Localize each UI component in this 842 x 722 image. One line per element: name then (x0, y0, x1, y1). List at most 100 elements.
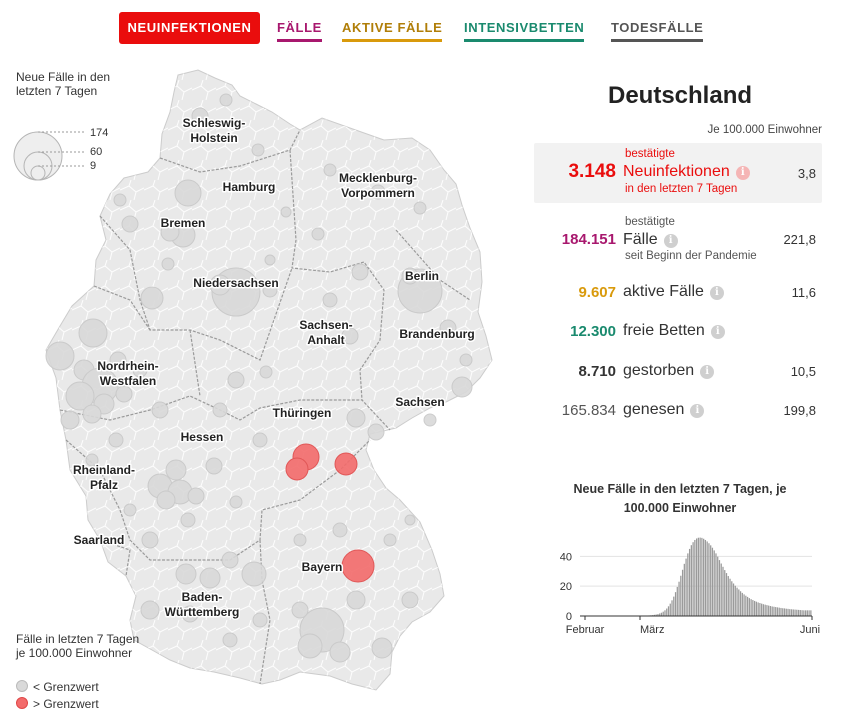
chart-bar (797, 609, 800, 616)
chart-bar (685, 558, 687, 616)
germany-map[interactable]: Schleswig-Holstein Mecklenburg-Vorpommer… (0, 0, 530, 722)
chart-bar (810, 610, 812, 616)
info-icon[interactable]: i (663, 234, 678, 248)
tab-todesfaelle[interactable]: TODESFÄLLE (611, 12, 704, 44)
state-label-brandenburg: Brandenburg (399, 327, 474, 341)
chart-y-tick-label: 0 (566, 611, 572, 623)
tab-neuinfektionen[interactable]: NEUINFEKTIONEN (119, 12, 260, 44)
chart-bar (748, 598, 750, 616)
stat-label-wrap: genesen i (623, 401, 705, 419)
chart-bar (678, 581, 680, 616)
chart-bar (804, 610, 807, 616)
state-borders (59, 129, 471, 685)
stat-rate: 221,8 (783, 232, 816, 247)
color-legend-title: Fälle in letzten 7 Tagen je 100.000 Einw… (16, 632, 140, 660)
chart-bar (799, 610, 801, 616)
chart-bar (745, 595, 747, 616)
chart-bar (667, 606, 670, 616)
state-label-niedersachsen: Niedersachsen (193, 276, 278, 290)
tab-label: NEUINFEKTIONEN (127, 20, 252, 35)
per-100k-note: Je 100.000 Einwohner (707, 124, 822, 136)
state-label-mecklenburg: Mecklenburg- (339, 171, 417, 185)
chart-bar (778, 607, 780, 616)
chart-bar (653, 614, 656, 616)
stat-label: aktive Fälle (623, 283, 704, 300)
chart-bar (761, 603, 763, 616)
info-icon[interactable]: i (710, 325, 725, 339)
chart-bar (674, 592, 677, 616)
info-icon[interactable]: i (690, 404, 705, 418)
chart-bar (746, 596, 749, 616)
chart-bar (755, 601, 758, 616)
chart-bar (690, 545, 692, 616)
state-label-thueringen: Thüringen (273, 406, 332, 420)
chart-bar (734, 585, 736, 616)
stat-neuinfektionen[interactable]: 3.148 bestätigte Neuinfektionen i in den … (534, 143, 822, 203)
stat-value: 184.151 (561, 231, 616, 248)
chart-bar (711, 547, 714, 616)
stat-value: 9.607 (578, 284, 616, 301)
state-label-bremen: Bremen (161, 216, 206, 230)
info-icon[interactable]: i (709, 286, 724, 300)
svg-text:Rheinland-Pfalz: Rheinland-Pfalz (73, 463, 135, 492)
state-label-berlin: Berlin (405, 269, 439, 283)
size-legend: 174 60 9 (13, 127, 108, 181)
chart-bar (785, 608, 787, 616)
chart-y-ticks: 0 20 40 (560, 551, 572, 623)
chart-bar (683, 563, 685, 616)
size-legend-value-small: 9 (90, 160, 96, 172)
chart-bar (699, 537, 701, 616)
state-label-bayern: Bayern (302, 560, 343, 574)
chart-bar (657, 614, 659, 616)
chart-bar (757, 602, 759, 616)
chart-bar (803, 610, 805, 616)
metric-tabs: NEUINFEKTIONEN FÄLLE AKTIVE FÄLLE INTENS… (0, 12, 842, 44)
chart-bars (630, 537, 812, 616)
stat-freie-betten[interactable]: 12.300 freie Betten i (534, 321, 822, 345)
stat-rate: 3,8 (797, 166, 816, 181)
state-label-hessen: Hessen (181, 430, 224, 444)
info-icon[interactable]: i (735, 166, 750, 180)
chart-bar (739, 591, 742, 616)
svg-text:Sachsen-Anhalt: Sachsen-Anhalt (299, 318, 352, 347)
stat-faelle[interactable]: 184.151 bestätigte Fälle i seit Beginn de… (534, 213, 822, 265)
stat-aktive-faelle[interactable]: 9.607 aktive Fälle i 11,6 (534, 282, 822, 306)
tab-label: AKTIVE FÄLLE (342, 17, 443, 42)
chart-bar (789, 609, 791, 616)
tab-faelle[interactable]: FÄLLE (277, 12, 322, 44)
chart-bar (717, 556, 719, 616)
svg-text:Baden-Württemberg: Baden-Württemberg (165, 590, 240, 619)
chart-bar (713, 550, 715, 616)
chart-bar (673, 596, 675, 616)
state-label-vorpommern: Vorpommern (341, 186, 415, 200)
chart-bar (687, 553, 689, 616)
tab-intensivbetten[interactable]: INTENSIVBETTEN (464, 12, 585, 44)
stat-label-wrap: Fälle i (623, 231, 678, 249)
chart-bar (775, 607, 777, 616)
legend-above-label: > Grenzwert (33, 697, 99, 711)
stat-label-wrap: aktive Fälle i (623, 283, 724, 301)
chart-bar (666, 608, 668, 616)
chart-bar (806, 610, 808, 616)
chart-bar (796, 609, 798, 616)
stat-rate: 10,5 (790, 364, 816, 379)
info-icon[interactable]: i (700, 365, 715, 379)
chart-x-tick-label: Juni (800, 624, 820, 636)
stat-label: genesen (623, 401, 685, 418)
stat-genesen[interactable]: 165.834 genesen i 199,8 (534, 400, 822, 424)
chart-bar (720, 563, 722, 616)
chart-bar (766, 605, 768, 616)
country-title: Deutschland (607, 82, 753, 109)
stat-sub: in den letzten 7 Tagen (625, 183, 738, 195)
weekly-incidence-chart: 0 20 40 Februar März Juni (560, 537, 820, 636)
chart-bar (743, 594, 745, 616)
state-label-anhalt: Anhalt (307, 333, 344, 347)
chart-bar (787, 608, 789, 616)
stat-gestorben[interactable]: 8.710 gestorben i 10,5 (534, 361, 822, 385)
tab-aktive-faelle[interactable]: AKTIVE FÄLLE (342, 12, 443, 44)
state-label-rheinland: Rheinland- (73, 463, 135, 477)
svg-text:Schleswig-Holstein: Schleswig-Holstein (183, 116, 246, 145)
chart-bar (736, 587, 738, 616)
chart-bar (708, 543, 710, 616)
legend-below-label: < Grenzwert (33, 680, 99, 694)
